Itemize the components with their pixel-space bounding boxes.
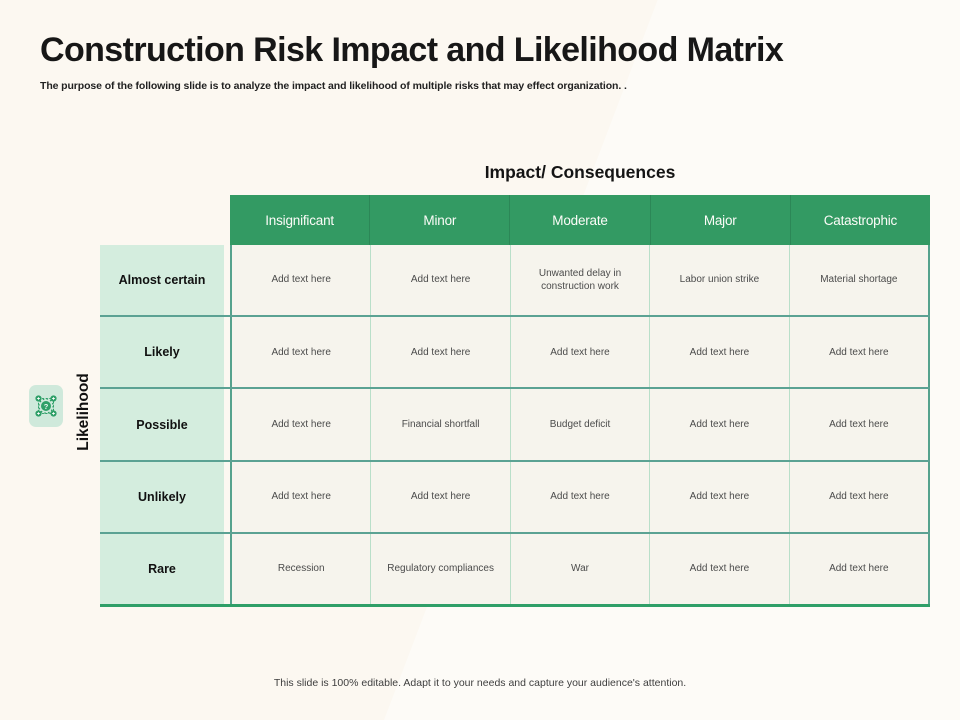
footer-note: This slide is 100% editable. Adapt it to… xyxy=(273,677,687,689)
column-header-minor: Minor xyxy=(369,195,509,245)
row-label: Almost certain xyxy=(100,245,224,316)
matrix-cell[interactable]: Add text here xyxy=(370,245,510,316)
matrix-cell[interactable]: Add text here xyxy=(649,533,789,605)
likelihood-axis-title: Likelihood xyxy=(75,373,92,451)
table-row-almost-certain: Almost certain Add text here Add text he… xyxy=(100,245,931,318)
matrix-cell[interactable]: Unwanted delay in construction work xyxy=(509,245,650,316)
matrix-cell[interactable]: Add text here xyxy=(230,317,371,388)
matrix-cell[interactable]: Recession xyxy=(230,533,371,605)
row-label: Rare xyxy=(100,533,224,605)
matrix-cell[interactable]: Add text here xyxy=(788,317,931,388)
matrix-table: Almost certain Add text here Add text he… xyxy=(100,245,931,608)
matrix-cell[interactable]: Labor union strike xyxy=(649,245,789,316)
matrix-cell[interactable]: Add text here xyxy=(230,245,371,316)
matrix-cell[interactable]: Add text here xyxy=(230,389,371,460)
matrix-cell[interactable]: Add text here xyxy=(649,317,789,388)
matrix-cell[interactable]: Add text here xyxy=(230,461,371,532)
matrix-cell[interactable]: Add text here xyxy=(509,461,650,532)
row-label: Possible xyxy=(100,389,224,460)
matrix-cell[interactable]: Material shortage xyxy=(788,245,931,316)
matrix-cell[interactable]: Budget deficit xyxy=(509,389,650,460)
matrix-cell[interactable]: Add text here xyxy=(788,461,931,532)
column-header-major: Major xyxy=(649,195,790,245)
risk-gear-icon: ? xyxy=(29,385,63,427)
table-row-rare: Rare Recession Regulatory compliances Wa… xyxy=(100,533,931,608)
impact-axis-title: Impact/ Consequences xyxy=(484,162,676,182)
table-row-likely: Likely Add text here Add text here Add t… xyxy=(100,317,931,390)
matrix-cell[interactable]: Add text here xyxy=(788,389,931,460)
matrix-cell[interactable]: Add text here xyxy=(370,317,510,388)
column-header-insignificant: Insignificant xyxy=(265,212,334,228)
matrix-cell[interactable]: Regulatory compliances xyxy=(370,533,510,605)
matrix-cell[interactable]: Add text here xyxy=(649,461,789,532)
matrix-cell[interactable]: Add text here xyxy=(649,389,789,460)
matrix-cell[interactable]: Add text here xyxy=(509,317,650,388)
matrix-cell[interactable]: Add text here xyxy=(788,533,931,605)
row-label: Likely xyxy=(100,317,224,388)
svg-text:?: ? xyxy=(44,402,49,411)
slide-subtitle: The purpose of the following slide is to… xyxy=(40,80,627,92)
table-row-possible: Possible Add text here Financial shortfa… xyxy=(100,389,931,462)
row-label: Unlikely xyxy=(100,461,224,532)
matrix-cell[interactable]: War xyxy=(509,533,650,605)
column-header-moderate: Moderate xyxy=(509,195,649,245)
slide-title: Construction Risk Impact and Likelihood … xyxy=(40,31,784,69)
table-row-unlikely: Unlikely Add text here Add text here Add… xyxy=(100,461,931,534)
matrix-cell[interactable]: Financial shortfall xyxy=(370,389,510,460)
column-header-catastrophic: Catastrophic xyxy=(789,195,930,245)
column-header-row: Insignificant Minor Moderate Major Catas… xyxy=(230,195,930,245)
matrix-cell[interactable]: Add text here xyxy=(370,461,510,532)
